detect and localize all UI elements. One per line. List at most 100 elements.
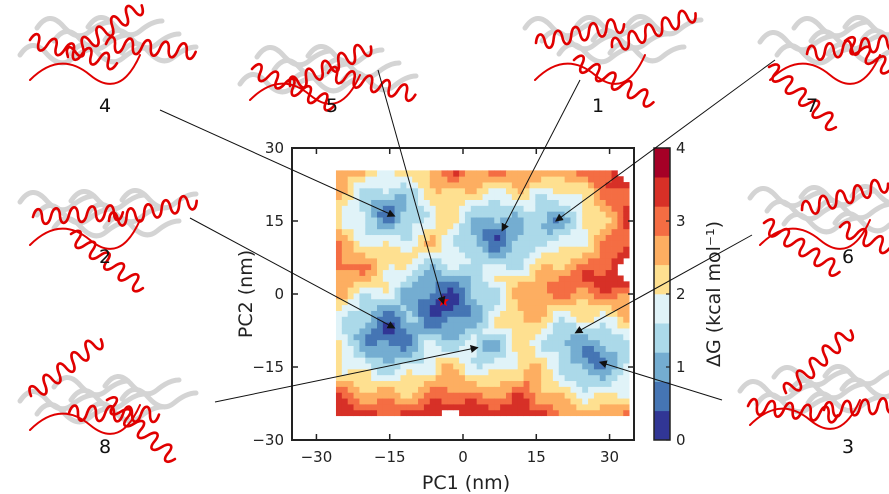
heatmap-cell <box>588 333 595 341</box>
heatmap-cell <box>459 328 466 335</box>
heatmap-cell <box>535 240 542 247</box>
heatmap-cell <box>435 234 442 241</box>
heatmap-cell <box>400 170 407 177</box>
heatmap-cell <box>558 380 566 387</box>
state-arrow <box>574 234 753 334</box>
heatmap-cell <box>459 293 466 300</box>
heatmap-cell <box>359 345 366 352</box>
heatmap-cell <box>335 333 343 341</box>
heatmap-cell <box>382 316 390 323</box>
heatmap-cell <box>341 176 349 183</box>
heatmap-cell <box>388 199 395 206</box>
heatmap-cell <box>377 409 384 417</box>
heatmap-cell <box>541 357 548 364</box>
heatmap-cell <box>335 211 343 218</box>
heatmap-cell <box>377 339 384 346</box>
heatmap-cell <box>347 409 354 417</box>
heatmap-cell <box>453 298 460 306</box>
heatmap-cell <box>453 257 460 265</box>
heatmap-cell <box>547 374 554 382</box>
heatmap-cell <box>365 386 372 393</box>
heatmap-cell <box>377 386 384 393</box>
heatmap-cell <box>564 298 571 306</box>
heatmap-cell <box>429 240 437 247</box>
heatmap-cell <box>582 304 589 311</box>
heatmap-cell <box>464 234 472 241</box>
heatmap-cell <box>552 199 560 206</box>
heatmap-cell <box>406 246 413 253</box>
heatmap-cell <box>482 257 489 265</box>
heatmap-cell <box>347 363 354 370</box>
heatmap-cell <box>464 304 472 311</box>
heatmap-cell <box>388 298 395 306</box>
heatmap-cell <box>576 363 583 370</box>
heatmap-cell <box>529 392 536 399</box>
heatmap-cell <box>359 222 366 230</box>
heatmap-cell <box>377 281 384 288</box>
heatmap-cell <box>558 263 566 271</box>
heatmap-cell <box>347 263 354 271</box>
heatmap-cell <box>482 275 489 282</box>
heatmap-cell <box>441 386 448 393</box>
heatmap-cell <box>593 339 601 346</box>
heatmap-cell <box>511 176 519 183</box>
heatmap-cell <box>523 287 530 294</box>
heatmap-cell <box>429 182 437 189</box>
heatmap-cell <box>464 403 472 411</box>
heatmap-cell <box>429 176 437 183</box>
heatmap-cell <box>335 234 343 241</box>
heatmap-cell <box>377 351 384 358</box>
heatmap-cell <box>447 386 454 393</box>
heatmap-cell <box>341 398 349 405</box>
heatmap-cell <box>353 398 360 405</box>
heatmap-cell <box>535 246 542 253</box>
heatmap-cell <box>382 211 390 218</box>
heatmap-cell <box>505 403 513 411</box>
heatmap-cell <box>505 368 513 376</box>
heatmap-cell <box>588 374 595 382</box>
heatmap-cell <box>482 240 489 247</box>
heatmap-cell <box>429 234 437 241</box>
heatmap-cell <box>335 409 343 417</box>
heatmap-cell <box>599 333 607 341</box>
heatmap-cell <box>547 246 554 253</box>
heatmap-cell <box>535 316 542 323</box>
heatmap-cell <box>464 409 472 417</box>
heatmap-cell <box>377 187 384 195</box>
heatmap-cell <box>552 263 560 271</box>
heatmap-cell <box>511 263 519 271</box>
heatmap-cell <box>523 310 530 317</box>
heatmap-cell <box>541 222 548 230</box>
heatmap-cell <box>435 339 442 346</box>
heatmap-cell <box>564 187 571 195</box>
heatmap-cell <box>611 357 618 364</box>
heatmap-cell <box>564 281 571 288</box>
heatmap-cell <box>552 176 560 183</box>
heatmap-cell <box>476 328 483 335</box>
heatmap-cell <box>623 368 630 376</box>
heatmap-cell <box>429 205 437 212</box>
heatmap-cell <box>505 257 513 265</box>
heatmap-cell <box>593 298 601 306</box>
heatmap-cell <box>429 281 437 288</box>
heatmap-cell <box>570 222 577 230</box>
heatmap-cell <box>623 345 630 352</box>
heatmap-cell <box>535 392 542 399</box>
colorbar-segment <box>654 177 670 207</box>
heatmap-cell <box>541 287 548 294</box>
heatmap-cell <box>505 187 513 195</box>
heatmap-cell <box>388 240 395 247</box>
heatmap-cell <box>617 240 624 247</box>
heatmap-cell <box>441 363 448 370</box>
heatmap-cell <box>412 228 419 236</box>
heatmap-cell <box>599 287 607 294</box>
heatmap-cell <box>500 304 507 311</box>
heatmap-cell <box>335 228 343 236</box>
heatmap-cell <box>453 234 460 241</box>
heatmap-cell <box>464 252 472 259</box>
heatmap-cell <box>541 345 548 352</box>
heatmap-cell <box>365 269 372 276</box>
heatmap-cell <box>377 269 384 276</box>
heatmap-cell <box>347 322 354 329</box>
heatmap-cell <box>570 374 577 382</box>
